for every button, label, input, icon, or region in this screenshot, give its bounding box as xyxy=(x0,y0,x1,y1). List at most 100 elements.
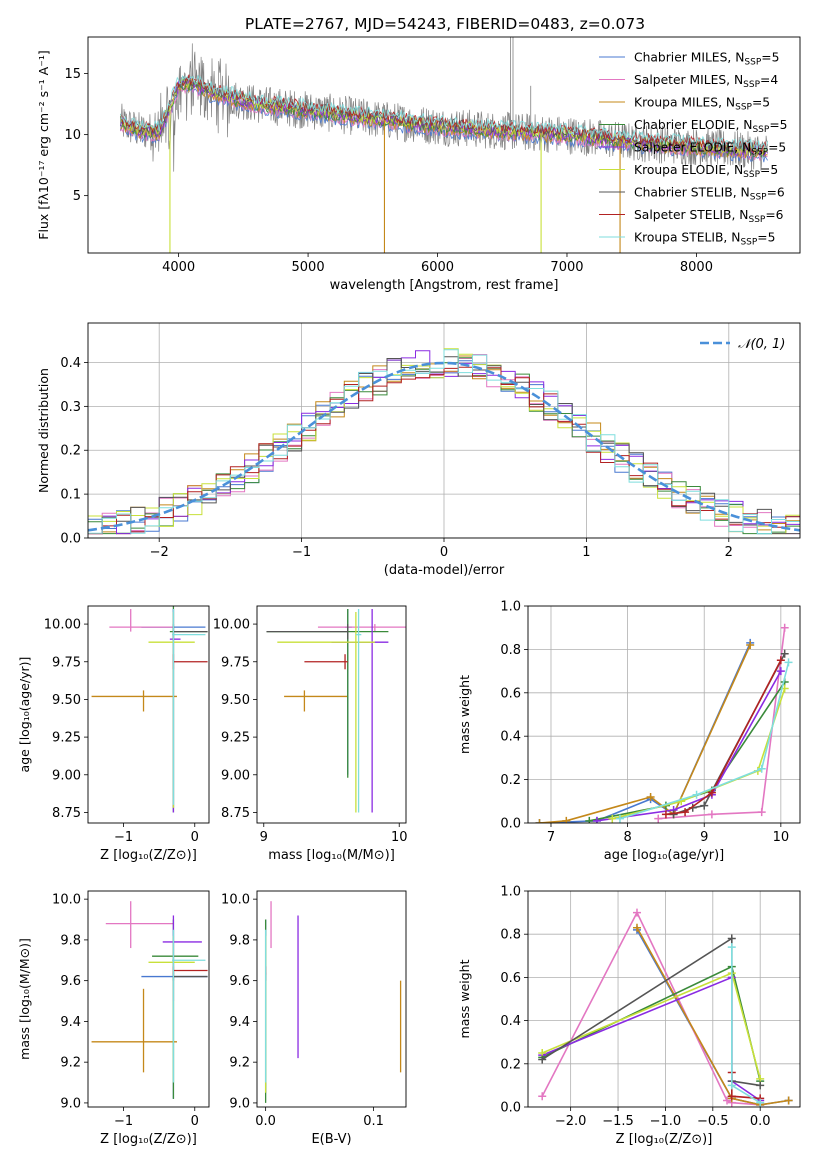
x-tick-label: −1.0 xyxy=(650,1114,682,1129)
y-tick-label: 0.0 xyxy=(500,817,521,832)
y-tick-label: 9.6 xyxy=(229,974,250,989)
y-tick-label: 0.3 xyxy=(60,400,81,415)
y-axis-label: mass weight xyxy=(457,675,472,754)
plot-area xyxy=(528,606,800,823)
legend-text: Chabrier ELODIE, N xyxy=(634,118,752,132)
y-tick-label: 9.4 xyxy=(229,1015,250,1030)
series-line xyxy=(658,627,786,820)
series-point-marker xyxy=(646,792,655,801)
x-tick-label: 6000 xyxy=(421,260,454,275)
legend-subscript: SSP xyxy=(744,58,761,68)
legend-subscript: SSP xyxy=(749,215,766,225)
y-tick-label: 9.8 xyxy=(229,933,250,948)
legend-subscript: SSP xyxy=(751,148,768,158)
legend-label: Salpeter ELODIE, NSSP=5 xyxy=(634,141,786,158)
legend-text: =5 xyxy=(757,231,775,245)
y-axis-label: mass [log₁₀(M/M⊙)] xyxy=(17,938,32,1060)
series-point-marker xyxy=(727,934,736,943)
x-tick-label: 10 xyxy=(773,830,790,845)
series-point-marker xyxy=(654,814,663,823)
series-point-marker xyxy=(707,810,716,819)
y-tick-label: 10.0 xyxy=(221,893,250,908)
plot-area xyxy=(88,323,800,538)
x-tick-label: 8000 xyxy=(680,260,713,275)
x-tick-label: −2.0 xyxy=(555,1114,587,1129)
y-tick-label: 9.6 xyxy=(60,974,81,989)
legend-label: Chabrier ELODIE, NSSP=5 xyxy=(634,118,787,135)
series-point-marker xyxy=(727,943,736,952)
y-tick-label: 15 xyxy=(64,67,81,82)
axes-frame xyxy=(527,890,801,1108)
y-tick-label: 9.50 xyxy=(52,693,81,708)
legend-text: =5 xyxy=(752,96,770,110)
series-point-marker xyxy=(707,788,716,797)
series-point-marker xyxy=(727,1092,736,1101)
x-axis-label: mass [log₁₀(M/M⊙)] xyxy=(268,848,395,863)
panel-mass_vs_ebv: 0.0 0.1 9.0 9.2 9.4 9.6 9.8 10.0 E(B-V) xyxy=(221,890,407,1147)
series-line xyxy=(589,681,786,822)
y-axis-label: age [log₁₀(age/yr)] xyxy=(17,657,32,773)
y-axis-label: mass weight xyxy=(457,959,472,1038)
legend-label: Kroupa MILES, NSSP=5 xyxy=(634,96,770,113)
histogram-step-8 xyxy=(88,349,800,535)
legend-text: Salpeter MILES, N xyxy=(634,73,743,87)
series-point-marker xyxy=(776,667,785,676)
x-tick-label: 5000 xyxy=(292,260,325,275)
axes-frame xyxy=(87,890,210,1108)
y-tick-label: 1.0 xyxy=(500,885,521,900)
y-tick-label: 0.0 xyxy=(60,532,81,547)
chart-title: PLATE=2767, MJD=54243, FIBERID=0483, z=0… xyxy=(245,15,645,33)
x-tick-label: −1 xyxy=(292,545,311,560)
panel-weight_vs_age: 7 8 9 10 0.0 0.2 0.4 0.6 0.8 1.0 age [log₁₀(age/yr… xyxy=(457,600,801,863)
series-point-marker xyxy=(784,1096,793,1105)
x-tick-label: 0 xyxy=(440,545,448,560)
legend-text: Kroupa ELODIE, N xyxy=(634,163,743,177)
y-axis-label: Normed distribution xyxy=(36,368,51,493)
x-tick-label: 7 xyxy=(547,830,555,845)
y-tick-label: 9.0 xyxy=(60,1096,81,1111)
series-point-marker xyxy=(615,814,624,823)
x-tick-label: 0 xyxy=(191,1114,199,1129)
series-line xyxy=(665,659,782,816)
legend-text: =4 xyxy=(760,73,778,87)
legend-label: Chabrier STELIB, NSSP=6 xyxy=(634,186,785,203)
legend-text: =5 xyxy=(769,118,787,132)
y-tick-label: 9.00 xyxy=(52,768,81,783)
legend-subscript: SSP xyxy=(740,238,757,248)
legend-subscript: SSP xyxy=(752,125,769,135)
series-line xyxy=(596,670,782,822)
y-tick-label: 10.00 xyxy=(44,618,81,633)
series-point-marker xyxy=(681,808,690,817)
y-tick-label: 5 xyxy=(73,189,81,204)
x-axis-label: Z [log₁₀(Z/Z⊙)] xyxy=(100,1132,197,1147)
series-line xyxy=(619,662,790,820)
plot-area xyxy=(91,606,208,813)
legend-text: Kroupa STELIB, N xyxy=(634,231,740,245)
y-tick-label: 9.75 xyxy=(221,655,250,670)
x-tick-label: 0 xyxy=(191,830,199,845)
series-line xyxy=(539,644,751,823)
legend-subscript: SSP xyxy=(735,103,752,113)
plot-area xyxy=(528,891,800,1107)
panel-weight_vs_Z: −2.0 −1.5 −1.0 −0.5 0.0 0.0 0.2 0.4 0.6 0.8 1.0 Z [… xyxy=(457,885,801,1147)
x-axis-label: Z [log₁₀(Z/Z⊙)] xyxy=(100,848,197,863)
axes-frame xyxy=(256,890,407,1108)
y-tick-label: 9.8 xyxy=(60,933,81,948)
y-tick-label: 9.2 xyxy=(60,1056,81,1071)
series-line xyxy=(541,937,761,1087)
panel-age_vs_Z: −1 0 8.75 9.00 9.25 9.50 9.75 10.00 Z [log₁₀(Z/Z… xyxy=(17,605,210,863)
y-axis-label: Flux [fλ10⁻¹⁷ erg cm⁻² s⁻¹ A⁻¹] xyxy=(36,50,51,239)
y-tick-label: 9.50 xyxy=(221,693,250,708)
plot-area xyxy=(266,609,406,813)
series-point-marker xyxy=(757,764,766,773)
axes-frame xyxy=(87,322,801,539)
y-tick-label: 0.6 xyxy=(500,971,521,986)
y-tick-label: 0.2 xyxy=(500,1057,521,1072)
legend-text: Salpeter ELODIE, N xyxy=(634,141,751,155)
series-point-marker xyxy=(780,623,789,632)
x-tick-label: −2 xyxy=(150,545,169,560)
x-axis-label: wavelength [Angstrom, rest frame] xyxy=(330,278,559,293)
series-point-marker xyxy=(780,649,789,658)
series-point-marker xyxy=(756,1098,765,1107)
